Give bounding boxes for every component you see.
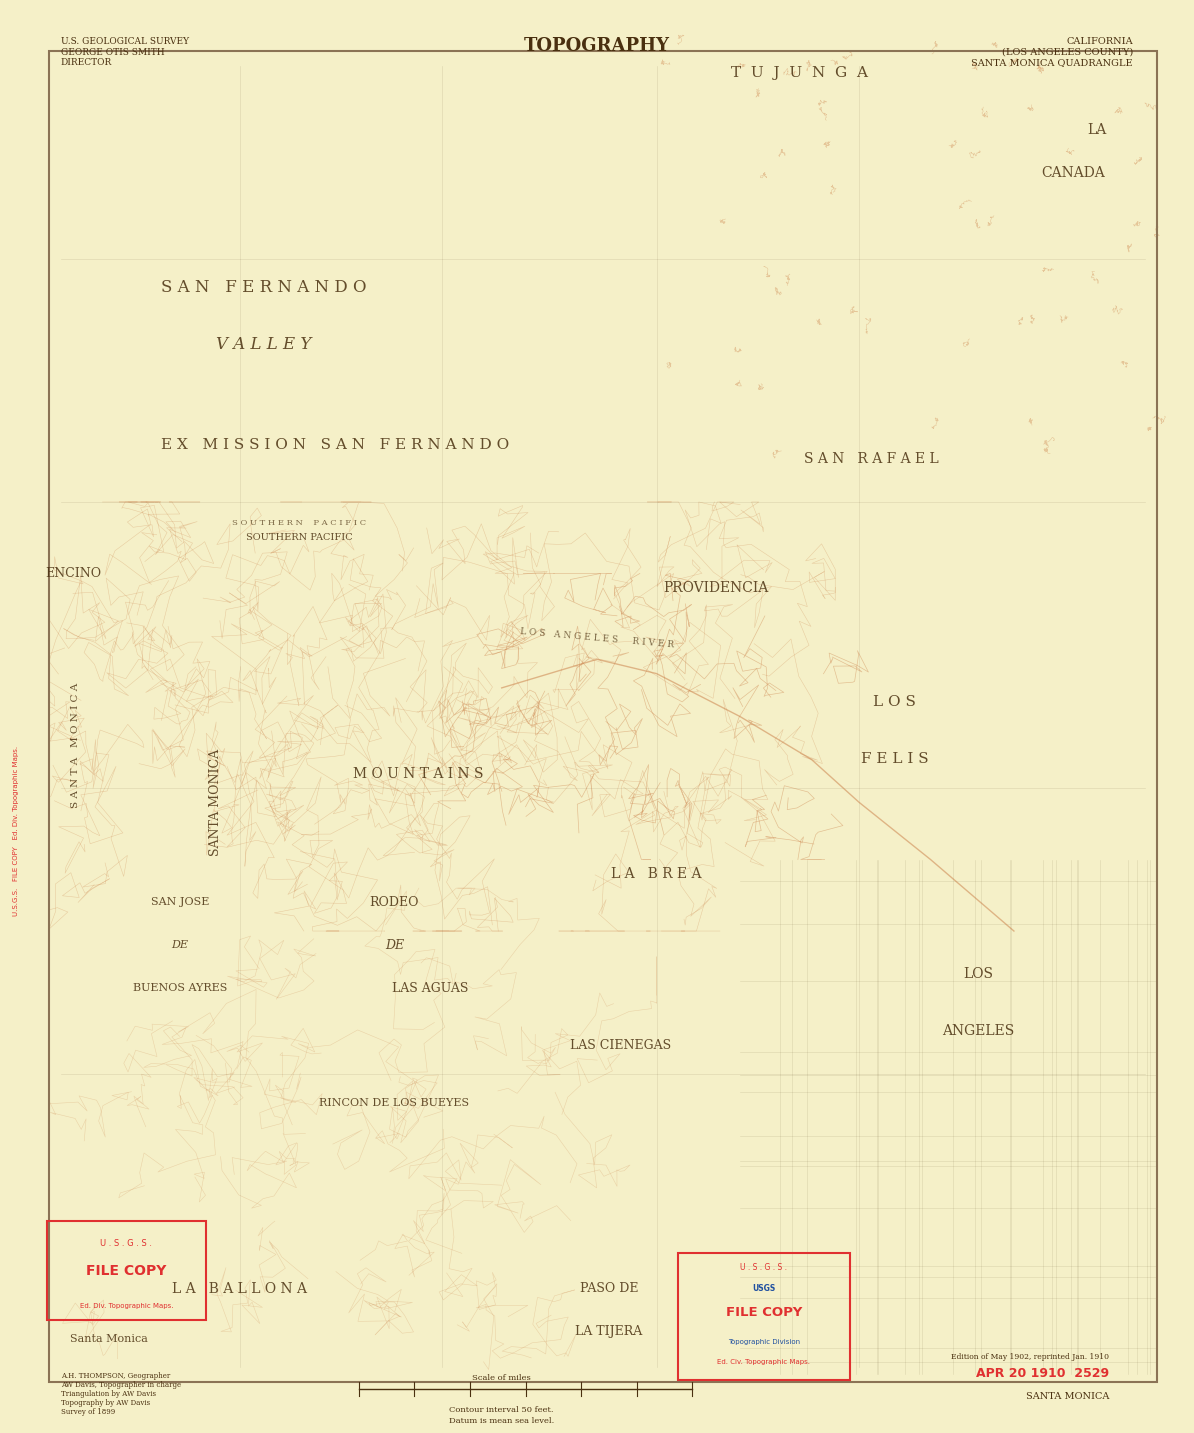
Text: Topographic Division: Topographic Division	[727, 1338, 800, 1344]
Text: SOUTHERN PACIFIC: SOUTHERN PACIFIC	[246, 533, 352, 542]
Text: FILE COPY: FILE COPY	[86, 1264, 167, 1278]
Text: SANTA MONICA: SANTA MONICA	[209, 749, 222, 856]
Text: A.H. THOMPSON, Geographer
AW Davis, Topographer in charge
Triangulation by AW Da: A.H. THOMPSON, Geographer AW Davis, Topo…	[61, 1371, 181, 1416]
Text: Datum is mean sea level.: Datum is mean sea level.	[449, 1417, 554, 1426]
Text: LA TIJERA: LA TIJERA	[576, 1326, 642, 1338]
Text: LAS CIENEGAS: LAS CIENEGAS	[571, 1039, 671, 1052]
Text: TOPOGRAPHY: TOPOGRAPHY	[524, 37, 670, 54]
Text: Ed. Div. Topographic Maps.: Ed. Div. Topographic Maps.	[80, 1303, 173, 1308]
Text: CANADA: CANADA	[1041, 166, 1106, 181]
Text: DE: DE	[172, 940, 189, 950]
Text: RINCON DE LOS BUEYES: RINCON DE LOS BUEYES	[320, 1098, 469, 1108]
Text: Scale of miles: Scale of miles	[473, 1374, 531, 1383]
Text: DE: DE	[384, 939, 404, 952]
Text: FILE COPY: FILE COPY	[726, 1305, 802, 1318]
Text: PASO DE: PASO DE	[579, 1283, 638, 1295]
Text: M O U N T A I N S: M O U N T A I N S	[353, 767, 484, 781]
Text: U . S . G . S .: U . S . G . S .	[740, 1262, 787, 1273]
Text: T  U  J  U  N  G  A: T U J U N G A	[731, 66, 868, 80]
Text: E X   M I S S I O N   S A N   F E R N A N D O: E X M I S S I O N S A N F E R N A N D O	[161, 437, 509, 451]
Text: Santa Monica: Santa Monica	[69, 1334, 148, 1344]
Text: Contour interval 50 feet.: Contour interval 50 feet.	[449, 1406, 554, 1414]
Text: S A N   F E R N A N D O: S A N F E R N A N D O	[161, 279, 367, 297]
Text: L A   B R E A: L A B R E A	[611, 867, 702, 881]
Text: U . S . G . S .: U . S . G . S .	[100, 1238, 153, 1248]
Text: U.S.G.S.   FILE COPY   Ed. Div. Topographic Maps.: U.S.G.S. FILE COPY Ed. Div. Topographic …	[13, 745, 19, 916]
Text: USGS: USGS	[752, 1284, 775, 1294]
Text: ENCINO: ENCINO	[45, 567, 101, 580]
Text: APR 20 1910  2529: APR 20 1910 2529	[977, 1367, 1109, 1380]
Text: S O U T H E R N    P A C I F I C: S O U T H E R N P A C I F I C	[232, 519, 367, 527]
Text: LOS: LOS	[964, 967, 993, 982]
Text: BUENOS AYRES: BUENOS AYRES	[133, 983, 227, 993]
Text: LA: LA	[1088, 123, 1107, 138]
Text: Edition of May 1902, reprinted Jan. 1910: Edition of May 1902, reprinted Jan. 1910	[952, 1353, 1109, 1361]
Text: CALIFORNIA
(LOS ANGELES COUNTY)
SANTA MONICA QUADRANGLE: CALIFORNIA (LOS ANGELES COUNTY) SANTA MO…	[972, 37, 1133, 67]
Text: Ed. Civ. Topographic Maps.: Ed. Civ. Topographic Maps.	[718, 1358, 811, 1364]
Text: L O S: L O S	[873, 695, 916, 709]
Text: L A   B A L L O N A: L A B A L L O N A	[172, 1281, 307, 1295]
Text: SANTA MONICA: SANTA MONICA	[1026, 1391, 1109, 1400]
Text: F E L I S: F E L I S	[861, 752, 929, 767]
Text: U.S. GEOLOGICAL SURVEY
GEORGE OTIS SMITH
DIRECTOR: U.S. GEOLOGICAL SURVEY GEORGE OTIS SMITH…	[61, 37, 189, 67]
Text: RODEO: RODEO	[370, 896, 419, 909]
Text: SAN JOSE: SAN JOSE	[150, 897, 209, 907]
Text: V A L L E Y: V A L L E Y	[216, 337, 312, 353]
Text: S A N   R A F A E L: S A N R A F A E L	[804, 451, 938, 466]
Text: ANGELES: ANGELES	[942, 1025, 1015, 1037]
Text: PROVIDENCIA: PROVIDENCIA	[664, 580, 769, 595]
Text: L O S   A N G E L E S     R I V E R: L O S A N G E L E S R I V E R	[519, 626, 675, 649]
Text: LAS AGUAS: LAS AGUAS	[392, 982, 468, 995]
Text: S A N T A   M O N I C A: S A N T A M O N I C A	[70, 682, 80, 808]
